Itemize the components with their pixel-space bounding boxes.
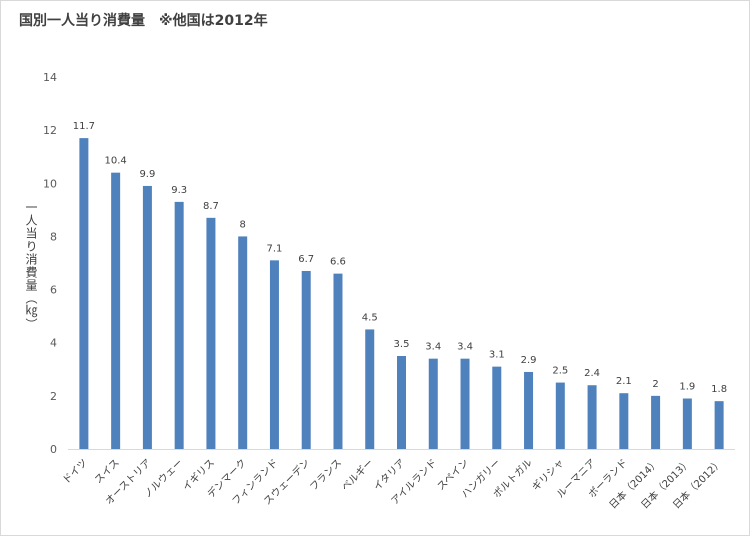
y-tick-label: 8 xyxy=(50,230,57,243)
bar xyxy=(397,356,406,449)
data-label: 2.9 xyxy=(521,355,537,366)
y-tick-label: 14 xyxy=(43,71,57,84)
bar xyxy=(333,273,343,449)
x-tick-label: スイス xyxy=(93,457,122,486)
bar xyxy=(492,366,502,449)
x-tick-label: フランス xyxy=(307,457,344,494)
bar xyxy=(524,371,534,449)
bar xyxy=(460,358,470,449)
data-label: 2.5 xyxy=(552,366,568,377)
data-label: 8 xyxy=(240,219,246,230)
bar xyxy=(619,393,629,449)
data-label: 4.5 xyxy=(362,312,378,323)
data-label: 3.4 xyxy=(457,342,473,353)
y-tick-label: 10 xyxy=(43,177,57,190)
bar xyxy=(651,395,661,449)
bar xyxy=(238,236,248,449)
data-label: 2.4 xyxy=(584,368,600,379)
bar xyxy=(301,270,311,449)
data-label: 7.1 xyxy=(266,243,282,254)
bar xyxy=(587,385,597,449)
bar xyxy=(428,358,438,449)
data-label: 9.9 xyxy=(139,169,155,180)
data-label: 3.5 xyxy=(394,339,410,350)
data-label: 1.9 xyxy=(679,382,695,393)
bar xyxy=(174,201,184,449)
bar xyxy=(714,401,724,449)
y-tick-label: 6 xyxy=(50,284,57,297)
bar xyxy=(555,382,565,449)
data-label: 6.6 xyxy=(330,257,346,268)
x-tick-label: ベルギー xyxy=(339,457,376,494)
bar xyxy=(682,398,692,449)
data-label: 11.7 xyxy=(73,121,95,132)
data-label: 6.7 xyxy=(298,254,314,265)
data-label: 3.4 xyxy=(425,342,441,353)
bar xyxy=(269,260,279,449)
y-tick-label: 2 xyxy=(50,390,57,403)
data-label: 10.4 xyxy=(105,156,127,167)
data-label: 2 xyxy=(652,379,658,390)
bar xyxy=(365,329,375,449)
data-label: 2.1 xyxy=(616,376,632,387)
y-tick-label: 12 xyxy=(43,124,57,137)
bar xyxy=(111,172,121,449)
data-label: 3.1 xyxy=(489,350,505,361)
y-tick-label: 4 xyxy=(50,337,57,350)
bar xyxy=(79,138,89,449)
bar xyxy=(142,185,152,449)
y-tick-label: 0 xyxy=(50,443,57,456)
data-label: 1.8 xyxy=(711,384,727,395)
y-axis-label: 一人当り消費量（㎏） xyxy=(24,201,38,331)
chart-title: 国別一人当り消費量 ※他国は2012年 xyxy=(19,13,268,29)
data-label: 8.7 xyxy=(203,201,219,212)
x-tick-label: ドイツ xyxy=(61,457,90,486)
data-label: 9.3 xyxy=(171,185,187,196)
bar xyxy=(206,217,216,449)
